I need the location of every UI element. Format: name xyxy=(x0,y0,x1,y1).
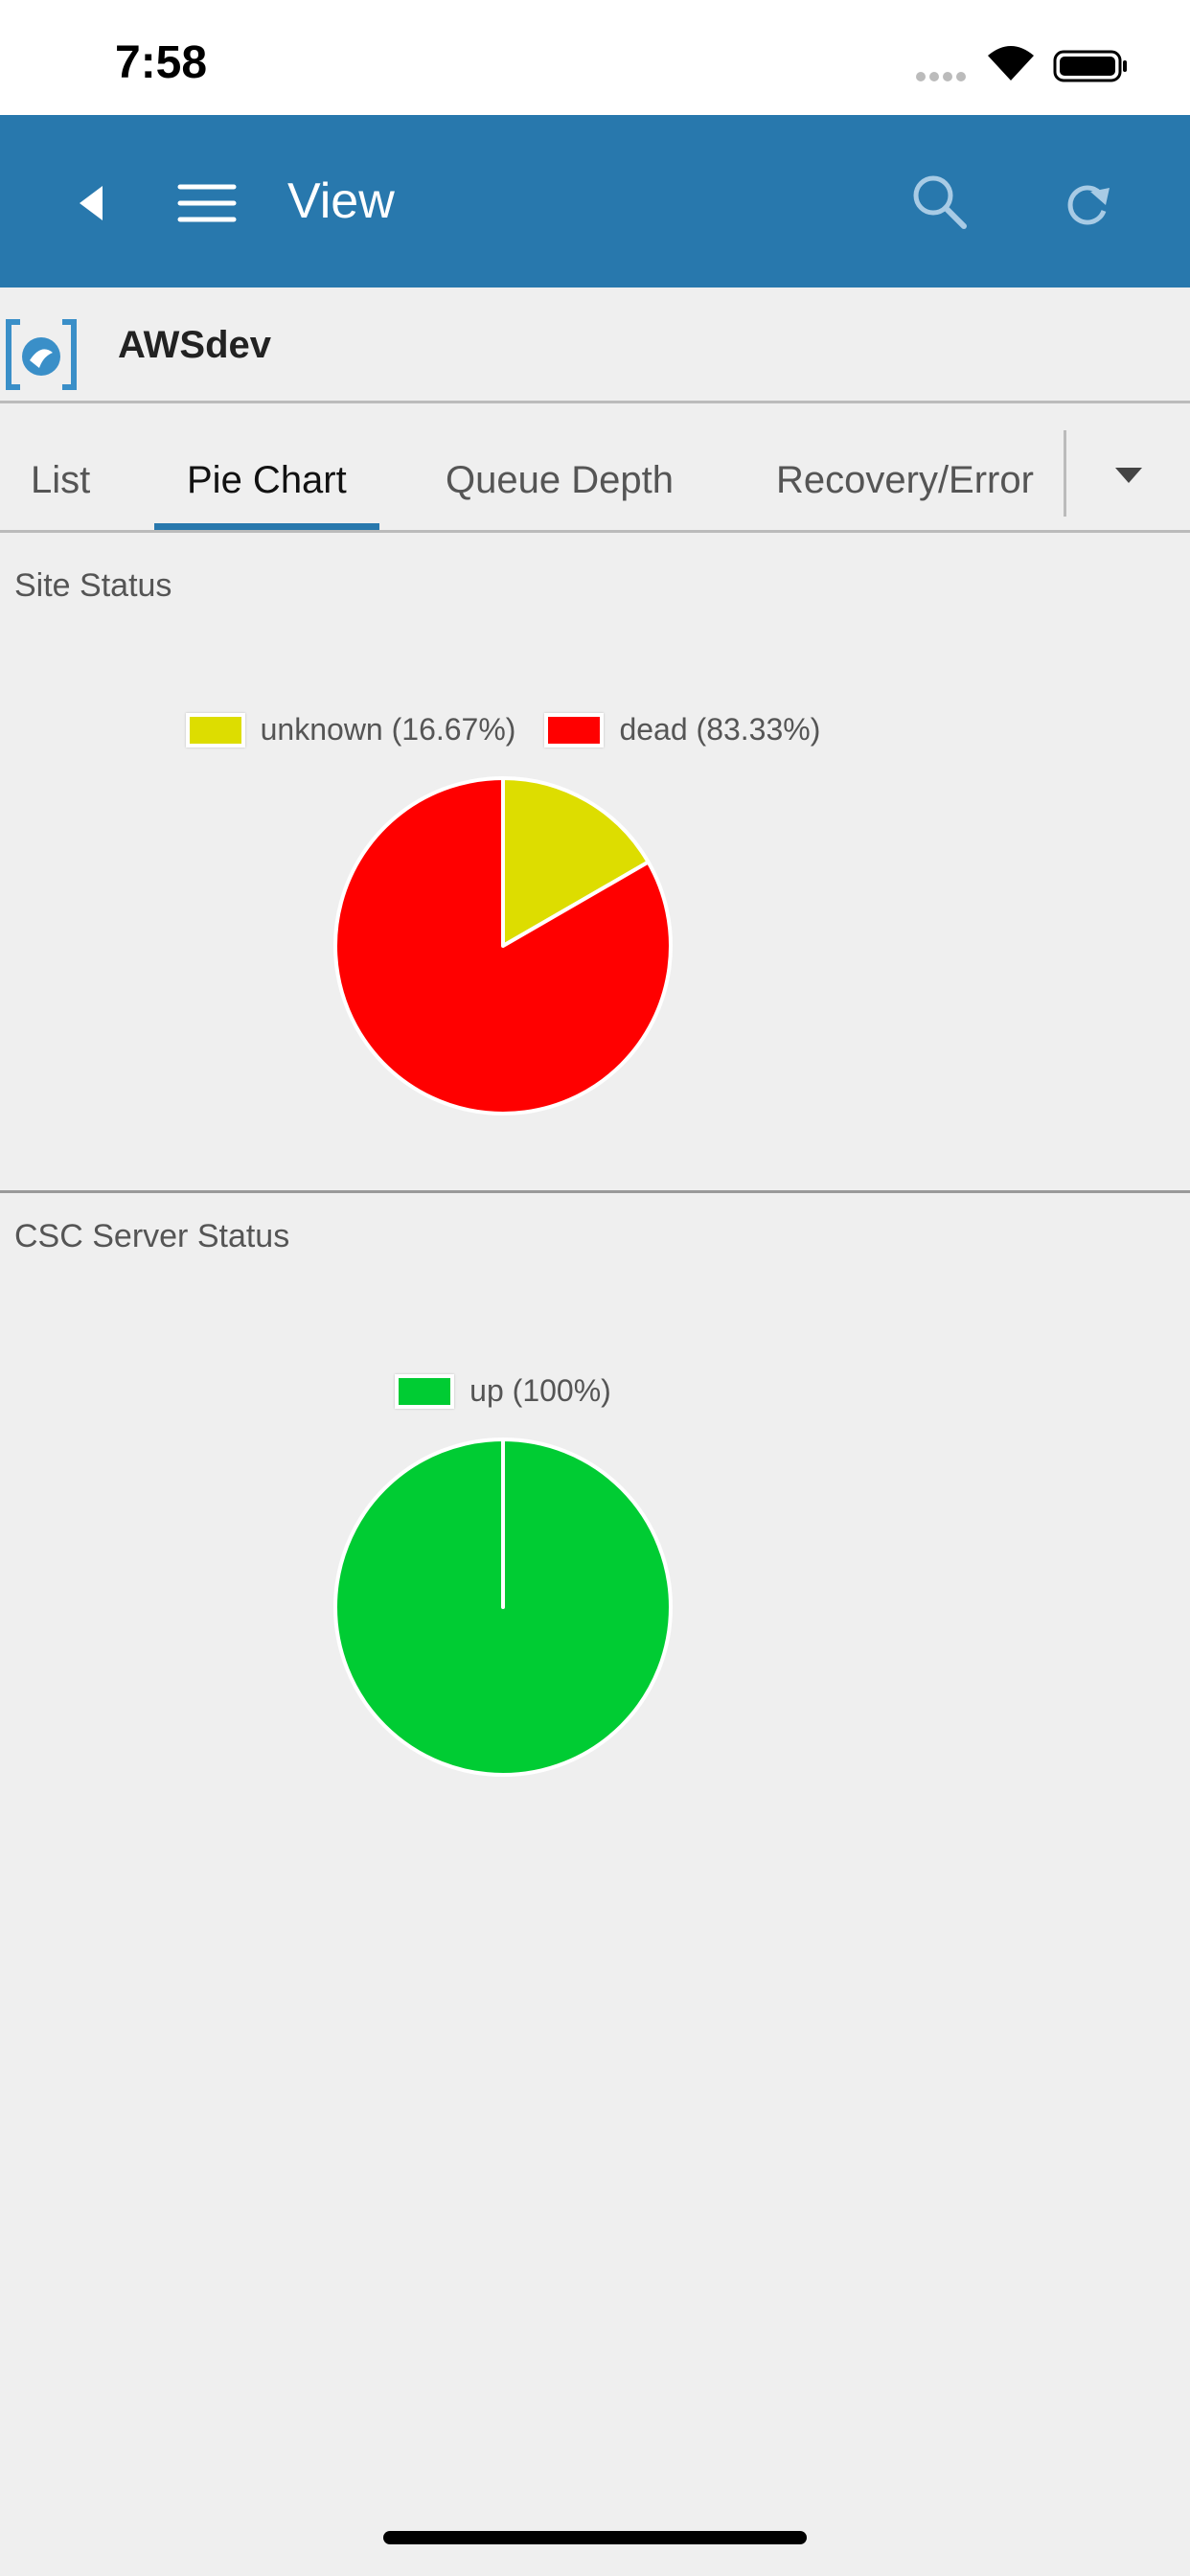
refresh-button[interactable] xyxy=(1062,178,1115,232)
nav-title: View xyxy=(287,173,395,229)
app-name: AWSdev xyxy=(118,324,272,366)
pie-chart xyxy=(333,776,673,1116)
search-button[interactable] xyxy=(910,172,970,232)
legend-label: up (100%) xyxy=(469,1373,611,1408)
legend-label: dead (83.33%) xyxy=(619,712,821,747)
legend-item: dead (83.33%) xyxy=(544,712,820,748)
pie-slice xyxy=(333,776,673,1116)
tab[interactable]: Queue Depth xyxy=(446,459,674,501)
chart-title: Site Status xyxy=(14,567,172,604)
tab-separator xyxy=(1064,430,1066,517)
status-bar: 7:58 xyxy=(0,0,1190,115)
tab[interactable]: List xyxy=(31,459,91,501)
pie-chart xyxy=(333,1438,673,1777)
back-button[interactable] xyxy=(72,182,110,224)
clock: 7:58 xyxy=(115,37,208,88)
tab[interactable]: Pie Chart xyxy=(187,459,347,501)
legend-item: unknown (16.67%) xyxy=(185,712,516,748)
legend: unknown (16.67%) dead (83.33%) xyxy=(0,712,1006,748)
nav-bar: View xyxy=(0,115,1190,288)
tab-bar: List Pie Chart Queue Depth Recovery/Erro… xyxy=(0,403,1190,533)
legend-swatch xyxy=(185,712,245,748)
legend-swatch xyxy=(544,712,605,748)
chart-title: CSC Server Status xyxy=(14,1218,290,1254)
tab-clip: Recovery/Error xyxy=(776,403,1040,530)
legend-swatch xyxy=(395,1373,455,1409)
app-logo xyxy=(6,319,77,390)
pie-slice xyxy=(501,776,651,948)
menu-button[interactable] xyxy=(176,182,238,224)
legend-label: unknown (16.67%) xyxy=(260,712,516,747)
chart-section: CSC Server Status up (100%) xyxy=(0,1190,1190,1864)
tab-dropdown[interactable] xyxy=(1113,465,1144,486)
tab-indicator xyxy=(154,523,379,530)
home-indicator xyxy=(383,2531,807,2544)
status-icons xyxy=(916,46,1127,82)
tab[interactable]: Recovery/Error xyxy=(776,459,1034,501)
chart-section: Site Status unknown (16.67%) dead (83.33%) xyxy=(0,532,1190,1190)
app-header: AWSdev xyxy=(0,288,1190,403)
legend-item: up (100%) xyxy=(395,1373,611,1409)
legend: up (100%) xyxy=(0,1373,1006,1409)
pie-slice xyxy=(333,1438,673,1777)
